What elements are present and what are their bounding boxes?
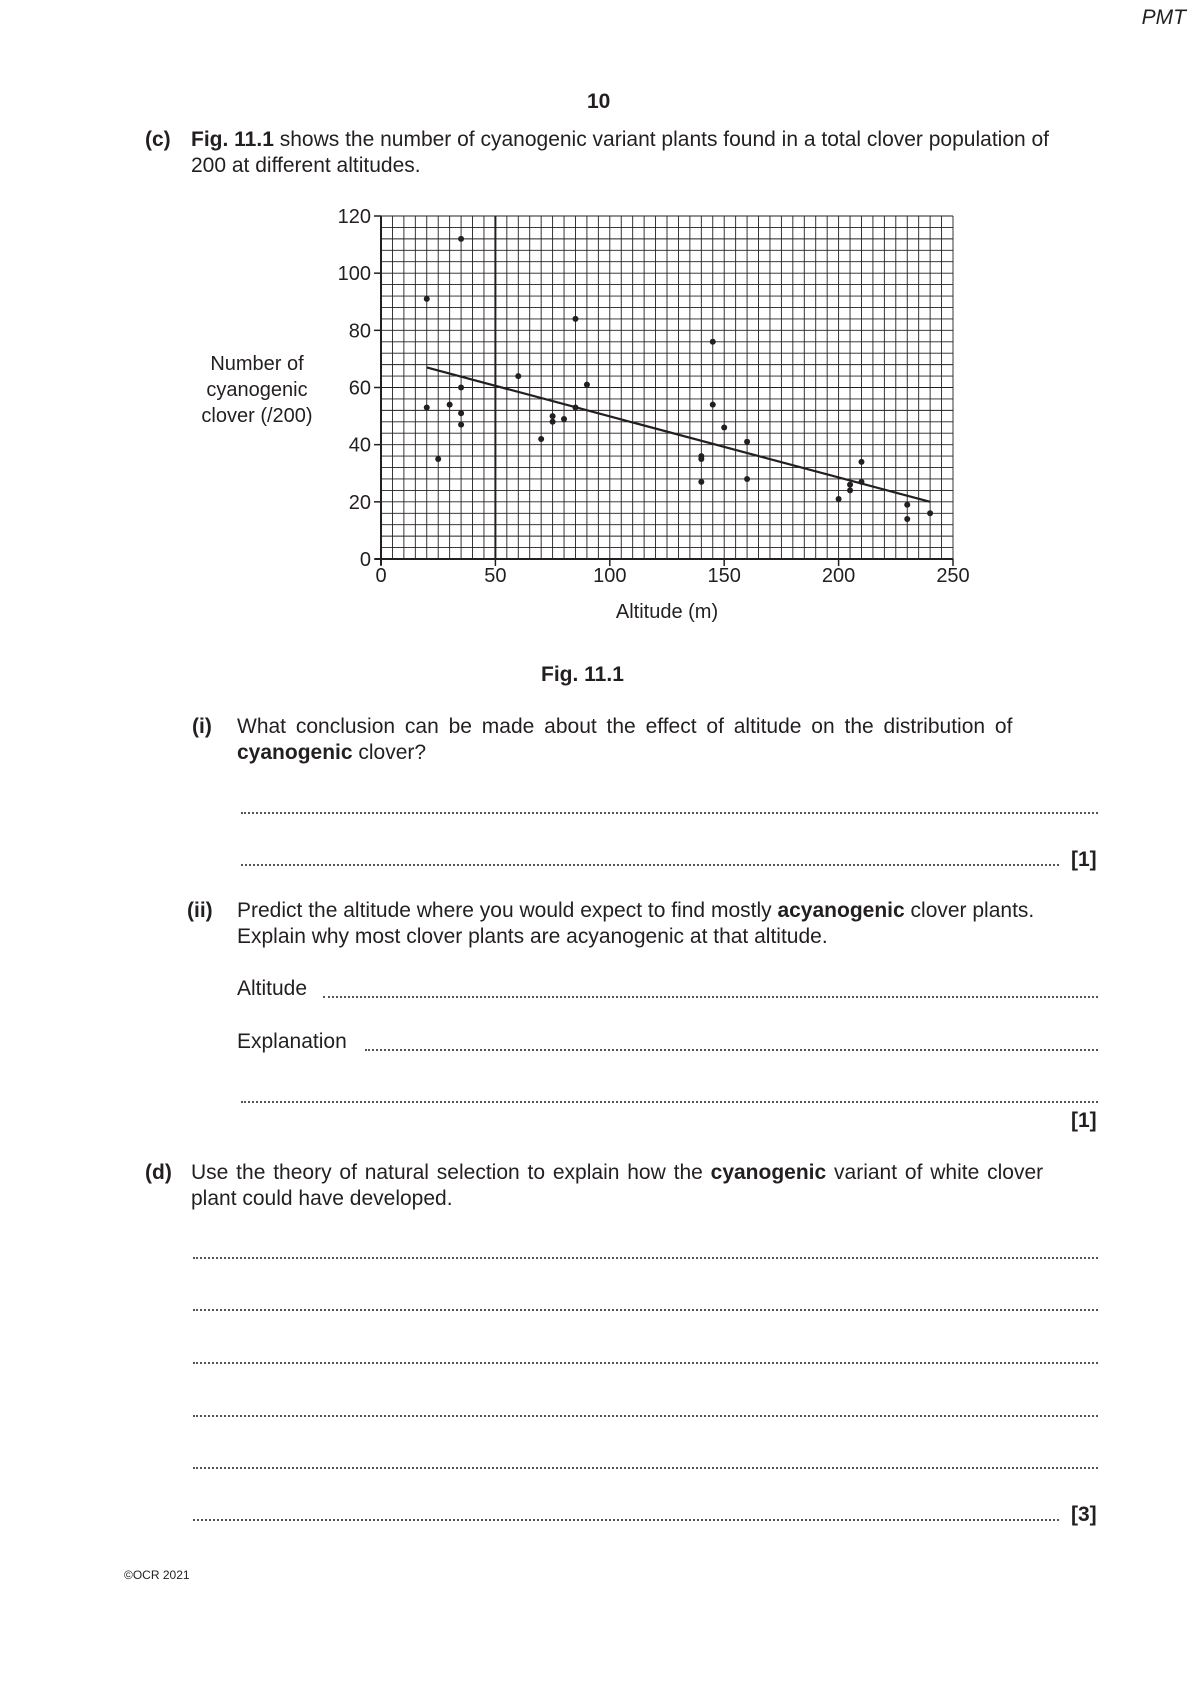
data-point — [927, 510, 934, 517]
marks-badge: [1] — [1071, 1109, 1097, 1132]
x-tick-label: 100 — [593, 565, 626, 587]
q-i-bold: cyanogenic — [237, 741, 353, 764]
page-number: 10 — [587, 90, 611, 113]
q-ii-label: (ii) — [187, 899, 213, 922]
y-axis-label: clover (/200) — [201, 405, 312, 427]
data-point — [847, 487, 854, 494]
x-tick-label: 0 — [375, 565, 386, 587]
y-axis-label: Number of — [210, 353, 304, 375]
y-tick-label: 120 — [338, 206, 371, 228]
x-tick-label: 200 — [822, 565, 855, 587]
data-point — [572, 315, 579, 322]
q-ii-line-1: Predict the altitude where you would exp… — [237, 899, 1034, 923]
q-i-line-2: cyanogenic clover? — [237, 741, 426, 765]
watermark: PMT — [1141, 6, 1186, 29]
q-i-rest: clover? — [352, 741, 427, 764]
data-point — [458, 235, 465, 242]
scatter-chart: 0 20 40 60 80 100 120 0 50 100 150 200 250 Altitude (… — [201, 206, 969, 623]
fig-ref: Fig. 11.1 — [191, 128, 274, 151]
part-c-text-2: 200 at different altitudes. — [191, 154, 421, 177]
x-tick-label: 250 — [936, 565, 969, 587]
data-point — [904, 501, 911, 508]
data-point — [458, 384, 465, 391]
y-axis-label: cyanogenic — [206, 379, 307, 401]
part-d-post: variant of white clover — [826, 1161, 1044, 1184]
answer-line[interactable] — [193, 1415, 1098, 1417]
data-point — [858, 458, 865, 465]
data-point — [698, 455, 705, 462]
altitude-label: Altitude — [237, 977, 308, 1000]
data-point — [835, 495, 842, 502]
data-point — [847, 481, 854, 488]
answer-line[interactable] — [193, 1467, 1098, 1469]
copyright: ©OCR 2021 — [124, 1568, 190, 1582]
answer-line[interactable] — [193, 1309, 1098, 1311]
data-point — [423, 404, 430, 411]
answer-line[interactable] — [193, 1362, 1098, 1364]
answer-line[interactable] — [241, 864, 1059, 866]
data-point — [721, 424, 728, 431]
x-tick-label: 150 — [708, 565, 741, 587]
explanation-label: Explanation — [237, 1030, 347, 1053]
q-ii-line-2: Explain why most clover plants are acyan… — [237, 925, 828, 948]
x-tick-label: 50 — [484, 565, 506, 587]
answer-line[interactable] — [241, 812, 1098, 814]
trend-line — [426, 366, 931, 503]
marks-badge: [1] — [1071, 848, 1097, 871]
part-d-label: (d) — [145, 1161, 172, 1184]
q-ii-bold: acyanogenic — [777, 899, 905, 922]
q-ii-post: clover plants. — [904, 899, 1035, 922]
part-d-line-2: plant could have developed. — [191, 1187, 453, 1210]
q-i-label: (i) — [192, 715, 212, 738]
y-tick-label: 40 — [349, 435, 371, 457]
y-tick-label: 100 — [338, 263, 371, 285]
data-point — [446, 401, 453, 408]
answer-line[interactable] — [241, 1101, 1098, 1103]
part-c-label: (c) — [145, 128, 171, 151]
data-point — [709, 338, 716, 345]
data-point — [904, 515, 911, 522]
data-point — [858, 478, 865, 485]
x-axis-label: Altitude (m) — [616, 601, 718, 623]
data-point — [583, 381, 590, 388]
data-point — [744, 438, 751, 445]
explanation-answer-line[interactable] — [365, 1049, 1098, 1051]
y-tick-label: 0 — [360, 549, 371, 571]
data-point — [698, 478, 705, 485]
y-tick-label: 80 — [349, 320, 371, 342]
data-point — [458, 410, 465, 417]
data-point — [744, 475, 751, 482]
q-ii-pre: Predict the altitude where you would exp… — [237, 899, 778, 922]
data-point — [458, 421, 465, 428]
data-point — [423, 295, 430, 302]
part-c-text-1-rest: shows the number of cyanogenic variant p… — [273, 128, 1050, 151]
data-point — [538, 435, 545, 442]
y-tick-label: 20 — [349, 492, 371, 514]
part-d-pre: Use the theory of natural selection to e… — [191, 1161, 711, 1184]
part-d-bold: cyanogenic — [710, 1161, 827, 1184]
part-d-line-1: Use the theory of natural selection to e… — [191, 1161, 1043, 1185]
data-point — [435, 455, 442, 462]
answer-line[interactable] — [193, 1519, 1059, 1521]
marks-badge: [3] — [1071, 1503, 1097, 1526]
part-c-text-1: Fig. 11.1 shows the number of cyanogenic… — [191, 128, 1049, 152]
figure-caption: Fig. 11.1 — [541, 663, 624, 686]
data-point — [549, 413, 556, 420]
data-point — [709, 401, 716, 408]
data-point — [549, 418, 556, 425]
y-tick-label: 60 — [349, 378, 371, 400]
answer-line[interactable] — [193, 1257, 1098, 1259]
data-point — [572, 404, 579, 411]
q-i-line-1: What conclusion can be made about the ef… — [237, 715, 1013, 738]
altitude-answer-line[interactable] — [323, 996, 1098, 998]
data-point — [515, 373, 522, 380]
data-point — [561, 415, 568, 422]
